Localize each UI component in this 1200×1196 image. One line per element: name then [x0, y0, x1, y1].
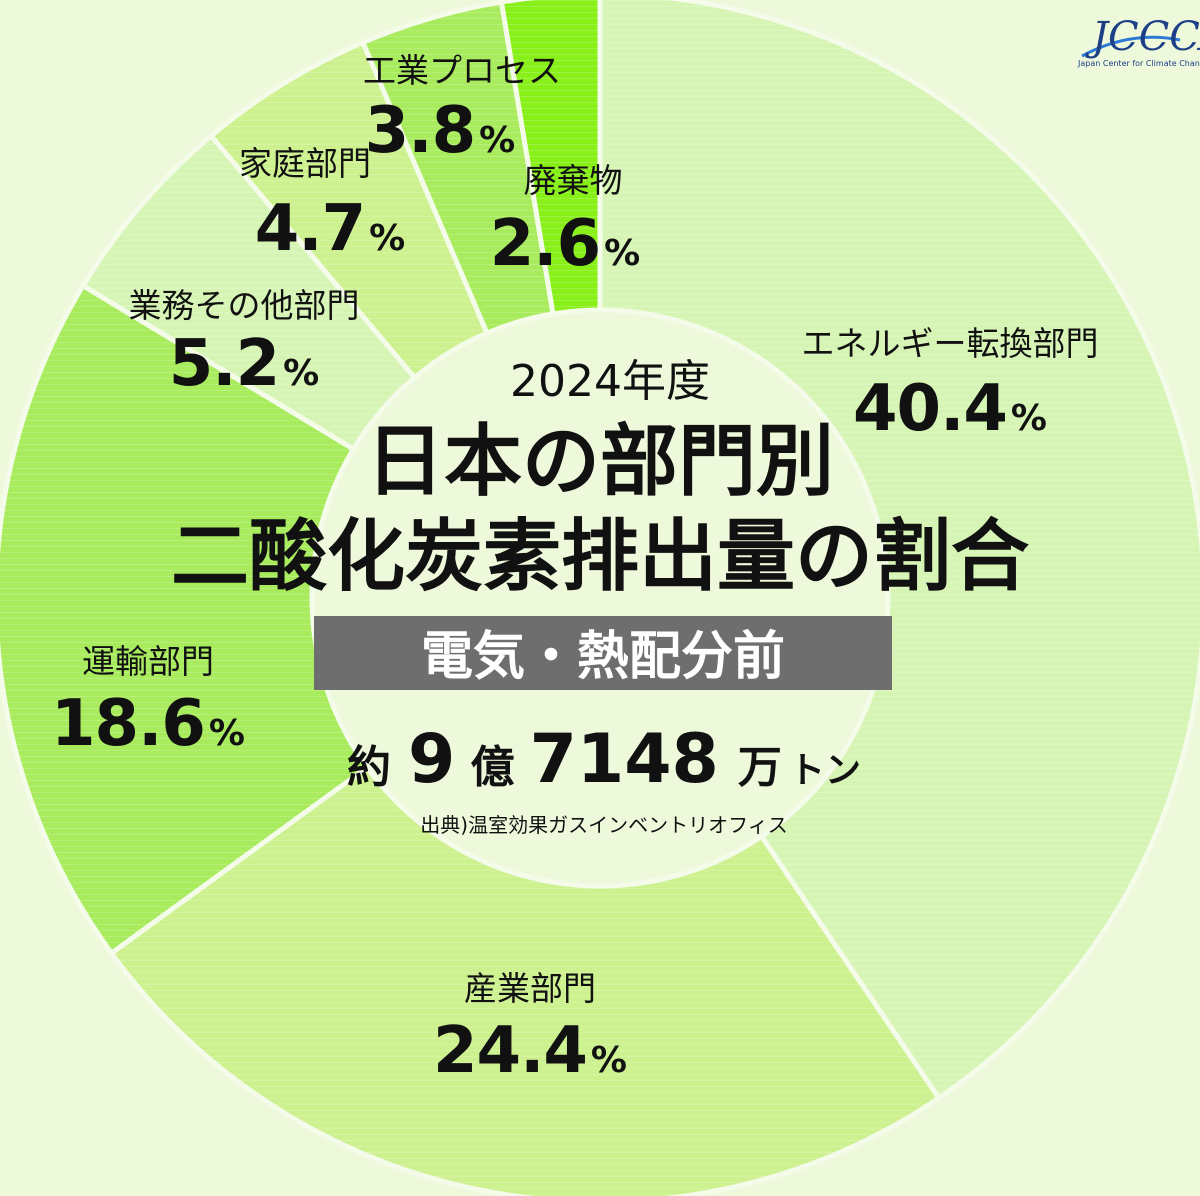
slice-5-label: 家庭部門 — [239, 144, 371, 183]
subtitle-banner — [314, 616, 892, 690]
slice-6-label: 工業プロセス — [363, 51, 561, 90]
slice-1-value: 40.4% — [853, 372, 1047, 446]
jccca-logo: JCCCA Japan Center for Climate Change Ac… — [1077, 14, 1200, 68]
slice-labels: エネルギー転換部門 40.4 % 産業部門 24.4 % 運輸部門 18.6 % 業務その他部門5… — [51, 51, 1098, 1088]
slice-3-value: 18.6% — [51, 687, 245, 761]
slice-6-value: 3.8% — [365, 94, 515, 168]
total-oku-unit: 億 — [470, 742, 514, 793]
slice-5-texture — [211, 42, 487, 378]
logo-swoosh — [1081, 35, 1181, 58]
slice-4-label: 業務その他部門 — [129, 286, 360, 325]
slice-4-texture — [83, 135, 415, 450]
total-prefix: 約 — [347, 742, 391, 793]
total-man-number: 7148 — [530, 720, 719, 799]
chart-subtitle: 電気・熱配分前 — [421, 627, 785, 687]
total-emissions: 約 9 億 7148 万 トン — [347, 720, 861, 799]
total-man-unit: 万 — [738, 742, 782, 793]
slice-5-value: 4.7% — [255, 192, 405, 266]
chart-title-line2: 二酸化炭素排出量の割合 — [171, 512, 1029, 602]
slice-3-texture — [0, 285, 368, 954]
slice-1-label: エネルギー転換部門 — [802, 324, 1099, 363]
slice-2-value: 24.4% — [433, 1014, 627, 1088]
slice-7-texture — [501, 0, 600, 314]
logo-subtext: Japan Center for Climate Change Actions — [1077, 59, 1200, 68]
chart-title-line1: 日本の部門別 — [366, 417, 834, 507]
total-oku-number: 9 — [408, 720, 455, 799]
total-ton-unit: トン — [789, 750, 861, 791]
source-note: 出典)温室効果ガスインベントリオフィス — [420, 813, 787, 837]
logo-text: JCCCA — [1085, 14, 1200, 60]
slice-7-label: 廃棄物 — [524, 161, 623, 200]
center-year: 2024年度 — [510, 356, 710, 407]
slice-3-label: 運輸部門 — [82, 642, 214, 681]
center-panel: 2024年度 日本の部門別 二酸化炭素排出量の割合 電気・熱配分前 約 9 億 … — [171, 356, 1029, 837]
slice-2-label: 産業部門 — [464, 969, 596, 1008]
slice-4-value: 5.2% — [169, 327, 319, 401]
slice-6-texture — [362, 2, 554, 334]
slice-7-value: 2.6% — [490, 207, 640, 281]
slice-2-texture — [111, 767, 939, 1196]
slice-1-texture — [600, 0, 1200, 1099]
